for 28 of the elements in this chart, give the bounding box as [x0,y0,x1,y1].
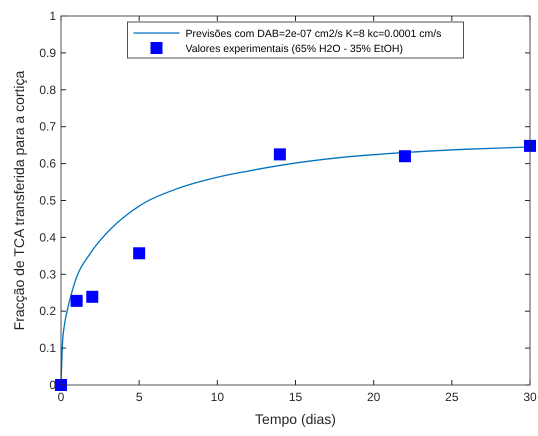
point [55,379,67,391]
x-tick-label: 30 [523,390,537,404]
y-tick-label: 0.7 [39,120,56,134]
y-tick-label: 0.4 [39,230,56,244]
y-tick-label: 0.5 [39,194,56,208]
point [133,247,146,260]
point [70,294,83,307]
y-tick-label: 1 [49,9,56,23]
x-tick-label: 10 [210,390,224,404]
point [524,140,536,152]
y-tick-label: 0.2 [39,304,56,318]
x-axis-title: Tempo (dias) [255,411,336,427]
x-tick-label: 5 [136,390,143,404]
x-tick-label: 20 [366,390,381,404]
point [86,290,98,303]
legend-label: Previsões com DAB=2e-07 cm2/s K=8 kc=0.0001 cm/s [186,28,442,40]
y-tick-label: 0.8 [39,82,56,97]
y-axis-title: Fracção de TCA transferida para a cortiça [11,70,27,330]
x-tick-label: 15 [288,390,302,404]
y-tick-label: 0.3 [39,267,56,282]
legend-label: Valores experimentais (65% H2O - 35% EtOH) [186,43,403,55]
point [274,148,286,160]
y-tick-label: 0.1 [39,341,56,356]
x-tick-label: 25 [445,390,459,404]
x-tick-label: 0 [58,390,65,404]
y-tick-label: 0.9 [39,46,56,60]
point [398,150,411,162]
y-tick-label: 0.6 [39,156,56,171]
